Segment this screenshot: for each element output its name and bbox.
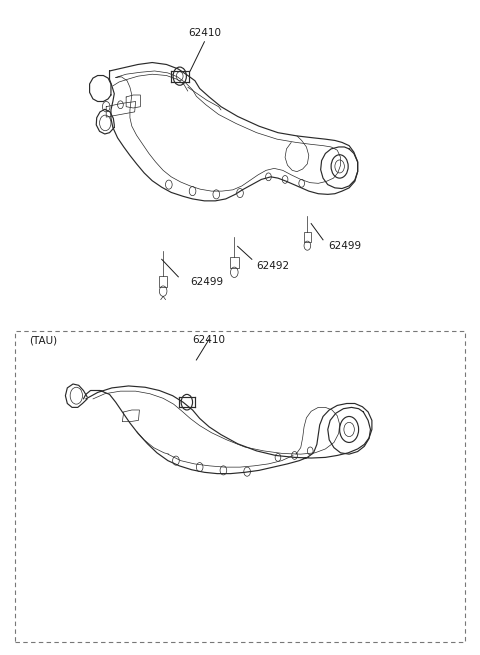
FancyBboxPatch shape <box>303 232 311 242</box>
FancyBboxPatch shape <box>14 331 466 643</box>
Text: 62410: 62410 <box>192 335 226 345</box>
Text: 62499: 62499 <box>328 241 361 252</box>
FancyBboxPatch shape <box>159 276 168 287</box>
Text: 62499: 62499 <box>190 277 223 287</box>
Text: 62410: 62410 <box>188 29 221 39</box>
Text: 62492: 62492 <box>257 261 290 271</box>
FancyBboxPatch shape <box>230 257 239 268</box>
Text: (TAU): (TAU) <box>29 335 57 345</box>
